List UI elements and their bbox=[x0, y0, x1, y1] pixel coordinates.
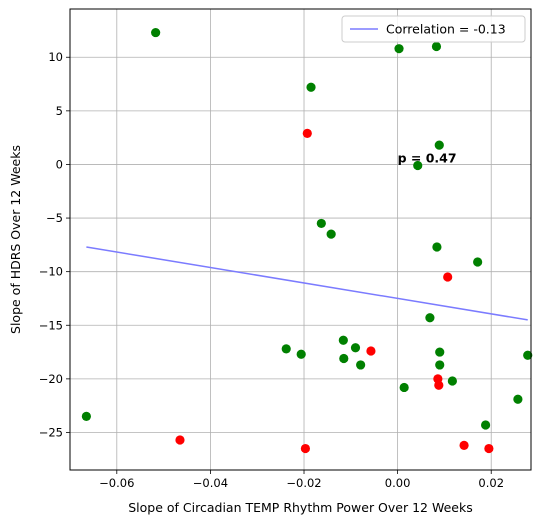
legend: Correlation = -0.13 bbox=[341, 15, 526, 43]
y-tick-label: −5 bbox=[46, 211, 63, 225]
data-points bbox=[81, 27, 533, 454]
data-point-green bbox=[281, 344, 291, 354]
y-axis-ticks: −25 −20 −15 −10 −5 0 5 10 bbox=[39, 50, 70, 439]
data-point-red bbox=[175, 435, 185, 445]
data-point-green bbox=[316, 218, 326, 229]
legend-label: Correlation = -0.13 bbox=[386, 22, 506, 37]
data-point-red bbox=[302, 128, 312, 138]
x-tick-label: 0.00 bbox=[385, 476, 411, 490]
data-point-green bbox=[356, 360, 366, 370]
data-point-green bbox=[434, 140, 444, 150]
data-point-green bbox=[473, 257, 483, 267]
y-tick-label: 5 bbox=[56, 104, 63, 118]
x-tick-label: 0.02 bbox=[478, 476, 504, 490]
x-axis-ticks: −0.06 −0.04 −0.02 0.00 0.02 bbox=[99, 470, 504, 490]
y-tick-label: 0 bbox=[56, 157, 63, 171]
data-point-green bbox=[435, 347, 445, 357]
data-point-green bbox=[399, 382, 409, 393]
y-axis-label: Slope of HDRS Over 12 Weeks bbox=[8, 145, 23, 334]
x-tick-label: −0.02 bbox=[286, 476, 321, 490]
data-point-red bbox=[300, 443, 311, 454]
data-point-green bbox=[81, 411, 91, 421]
legend-box bbox=[341, 15, 526, 43]
data-point-green bbox=[432, 242, 442, 252]
data-point-green bbox=[338, 335, 348, 345]
data-point-red bbox=[484, 443, 494, 454]
y-tick-label: −20 bbox=[39, 372, 63, 386]
data-point-green bbox=[513, 394, 523, 404]
data-point-green bbox=[350, 343, 361, 353]
data-point-green bbox=[151, 27, 161, 38]
regression-line-layer bbox=[86, 246, 528, 321]
data-point-green bbox=[413, 160, 423, 171]
data-point-green bbox=[425, 313, 435, 323]
data-point-red bbox=[366, 346, 376, 356]
y-tick-label: −25 bbox=[39, 425, 63, 439]
data-point-green bbox=[296, 349, 306, 359]
x-tick-label: −0.06 bbox=[99, 476, 134, 490]
x-axis-label: Slope of Circadian TEMP Rhythm Power Ove… bbox=[128, 500, 473, 515]
data-point-green bbox=[447, 376, 457, 386]
data-point-green bbox=[306, 82, 316, 92]
data-point-green bbox=[481, 420, 491, 430]
p-value-annotation: p = 0.47 bbox=[398, 150, 457, 165]
data-point-green bbox=[326, 229, 336, 239]
data-point-red bbox=[434, 380, 444, 390]
data-point-green bbox=[431, 41, 442, 52]
plot-frame bbox=[69, 8, 532, 471]
data-point-green bbox=[523, 350, 533, 360]
y-tick-label: −15 bbox=[39, 318, 63, 332]
data-point-red bbox=[443, 272, 453, 282]
x-tick-label: −0.04 bbox=[193, 476, 228, 490]
y-tick-label: 10 bbox=[48, 50, 63, 64]
data-point-green bbox=[435, 360, 445, 370]
y-tick-label: −10 bbox=[39, 265, 63, 279]
regression-line bbox=[86, 246, 528, 321]
data-point-green bbox=[394, 44, 404, 54]
data-point-green bbox=[339, 353, 349, 364]
grid bbox=[70, 9, 531, 470]
data-point-red bbox=[459, 440, 469, 450]
